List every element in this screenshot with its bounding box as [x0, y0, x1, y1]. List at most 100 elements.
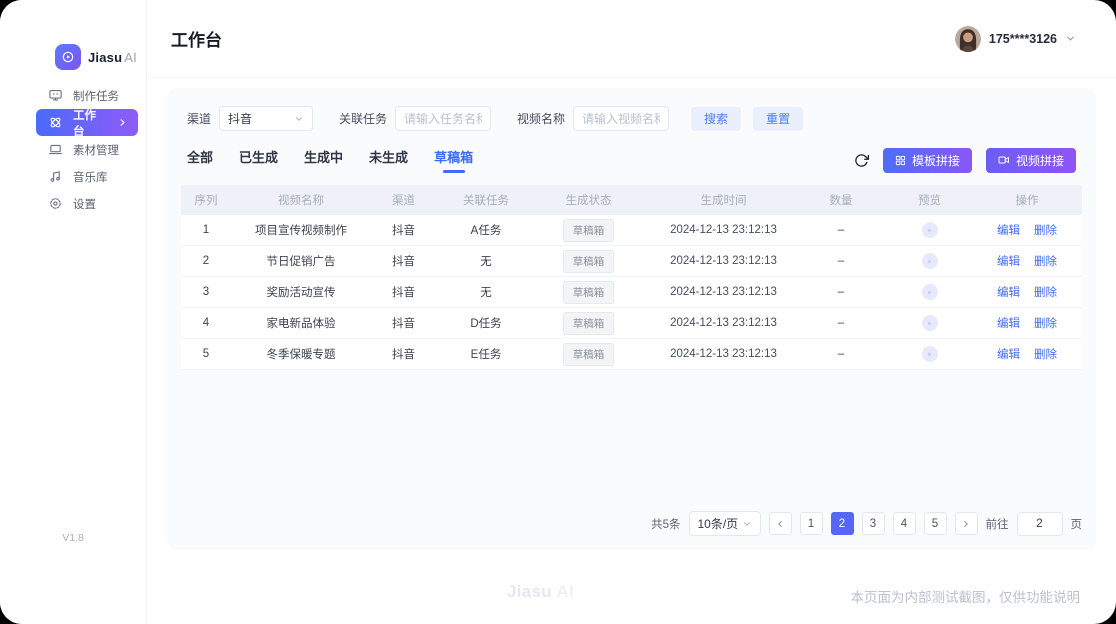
sidebar-item-workbench[interactable]: 工作台 [36, 109, 138, 138]
status-badge: 草稿箱 [562, 280, 615, 304]
delete-link[interactable]: 删除 [1034, 256, 1057, 268]
workbench-icon [48, 115, 63, 130]
tab-generated[interactable]: 已生成 [239, 150, 279, 165]
preview-play-icon[interactable] [921, 253, 938, 269]
chevron-down-icon [1065, 33, 1076, 44]
goto-label: 前往 [985, 518, 1009, 531]
next-page-button[interactable] [954, 512, 978, 535]
table-row: 5 冬季保暖专题 抖音 E任务 草稿箱 2024-12-13 23:12:13 … [181, 339, 1082, 370]
edit-link[interactable]: 编辑 [997, 349, 1020, 361]
music-icon [48, 169, 63, 184]
pagination: 共5条 10条/页 1 2 3 4 5 前往 [651, 511, 1082, 536]
table-row: 3 奖励活动宣传 抖音 无 草稿箱 2024-12-13 23:12:13 – … [181, 277, 1082, 308]
col-preview: 预览 [918, 195, 941, 207]
page-button-5[interactable]: 5 [923, 512, 947, 535]
col-channel: 渠道 [392, 195, 415, 207]
video-join-button[interactable]: 视频拼接 [985, 147, 1076, 173]
video-name-input[interactable] [573, 106, 670, 131]
sidebar-item-assets[interactable]: 素材管理 [36, 136, 138, 163]
status-badge: 草稿箱 [562, 311, 615, 335]
page-button-1[interactable]: 1 [799, 512, 823, 535]
col-seq: 序列 [194, 195, 218, 207]
topbar: 工作台 175****3126 [147, 0, 1116, 78]
video-name: 奖励活动宣传 [266, 287, 336, 299]
chevron-down-icon [294, 114, 304, 124]
footer-watermark: Jiasu AI [507, 582, 574, 601]
page-unit-label: 页 [1070, 518, 1083, 531]
laptop-icon [48, 142, 63, 157]
col-ops: 操作 [1015, 195, 1039, 207]
edit-link[interactable]: 编辑 [997, 287, 1020, 299]
tab-not-generated[interactable]: 未生成 [369, 150, 409, 165]
edit-link[interactable]: 编辑 [997, 256, 1020, 268]
delete-link[interactable]: 删除 [1034, 318, 1057, 330]
goto-page-input[interactable] [1016, 511, 1063, 536]
page-size-value: 10条/页 [697, 517, 739, 531]
page-button-3[interactable]: 3 [861, 512, 885, 535]
app-version: V1.8 [62, 532, 84, 544]
main-area: 工作台 175****3126 渠道 [147, 0, 1116, 624]
sidebar-item-production-tasks[interactable]: 制作任务 [36, 82, 138, 109]
user-menu[interactable]: 175****3126 [954, 25, 1076, 52]
gear-icon [48, 196, 63, 211]
prev-page-button[interactable] [768, 512, 792, 535]
channel-select[interactable]: 抖音 [219, 106, 314, 131]
channel-label: 渠道 [187, 112, 212, 126]
col-status: 生成状态 [565, 195, 612, 207]
chevron-right-icon [117, 117, 128, 128]
col-video-name: 视频名称 [278, 195, 324, 207]
brand-name: Jiasu AI [88, 49, 137, 65]
delete-link[interactable]: 删除 [1034, 225, 1057, 237]
status-badge: 草稿箱 [562, 218, 615, 242]
footer-disclaimer: 本页面为内部测试截图，仅供功能说明 [850, 590, 1081, 605]
table-row: 1 项目宣传视频制作 抖音 A任务 草稿箱 2024-12-13 23:12:1… [181, 215, 1082, 246]
task-filter-label: 关联任务 [339, 112, 388, 126]
tabs-row: 全部 已生成 生成中 未生成 草稿箱 [187, 147, 1076, 173]
filter-bar: 渠道 抖音 关联任务 视频名称 搜索 重置 [187, 106, 1082, 131]
videos-table: 序列 视频名称 渠道 关联任务 生成状态 生成时间 数量 预览 操作 1 项目宣… [181, 185, 1082, 370]
table-body: 1 项目宣传视频制作 抖音 A任务 草稿箱 2024-12-13 23:12:1… [181, 215, 1082, 370]
col-time: 生成时间 [700, 195, 747, 207]
content-card: 渠道 抖音 关联任务 视频名称 搜索 重置 全部 已生成 [167, 88, 1096, 550]
sidebar-menu: 制作任务 工作台 [0, 82, 146, 217]
col-count: 数量 [829, 195, 853, 207]
user-phone: 175****3126 [988, 31, 1057, 46]
video-camera-icon [998, 154, 1010, 166]
page-button-2[interactable]: 2 [830, 512, 854, 535]
task-name-input[interactable] [395, 106, 492, 131]
sidebar-item-label: 素材管理 [73, 144, 119, 157]
col-task: 关联任务 [463, 195, 509, 207]
edit-link[interactable]: 编辑 [997, 225, 1020, 237]
tab-generating[interactable]: 生成中 [304, 150, 344, 165]
preview-play-icon[interactable] [921, 346, 938, 362]
delete-link[interactable]: 删除 [1034, 349, 1057, 361]
preview-play-icon[interactable] [921, 315, 938, 331]
sidebar-item-label: 音乐库 [73, 171, 108, 184]
template-join-button[interactable]: 模板拼接 [882, 147, 972, 173]
page-button-4[interactable]: 4 [892, 512, 916, 535]
tab-all[interactable]: 全部 [187, 150, 214, 165]
logo-icon [55, 44, 81, 70]
page-size-select[interactable]: 10条/页 [688, 511, 761, 536]
channel-selected-value: 抖音 [228, 112, 253, 126]
video-name: 家电新品体验 [266, 318, 336, 330]
sidebar-item-settings[interactable]: 设置 [36, 190, 138, 217]
delete-link[interactable]: 删除 [1034, 287, 1057, 299]
preview-play-icon[interactable] [921, 222, 938, 238]
tab-drafts[interactable]: 草稿箱 [434, 147, 473, 173]
sidebar-item-music-library[interactable]: 音乐库 [36, 163, 138, 190]
reset-button[interactable]: 重置 [753, 106, 804, 131]
edit-link[interactable]: 编辑 [997, 318, 1020, 330]
preview-play-icon[interactable] [921, 284, 938, 300]
video-filter-label: 视频名称 [517, 112, 566, 126]
table-row: 2 节日促销广告 抖音 无 草稿箱 2024-12-13 23:12:13 – … [181, 246, 1082, 277]
brand-logo: Jiasu AI [55, 44, 146, 70]
sidebar: Jiasu AI 制作任务 工作台 [0, 0, 147, 624]
table-row: 4 家电新品体验 抖音 D任务 草稿箱 2024-12-13 23:12:13 … [181, 308, 1082, 339]
video-name: 节日促销广告 [266, 256, 336, 268]
search-button[interactable]: 搜索 [691, 106, 742, 131]
board-icon [48, 88, 63, 103]
template-grid-icon [895, 155, 906, 166]
refresh-icon[interactable] [854, 153, 869, 168]
